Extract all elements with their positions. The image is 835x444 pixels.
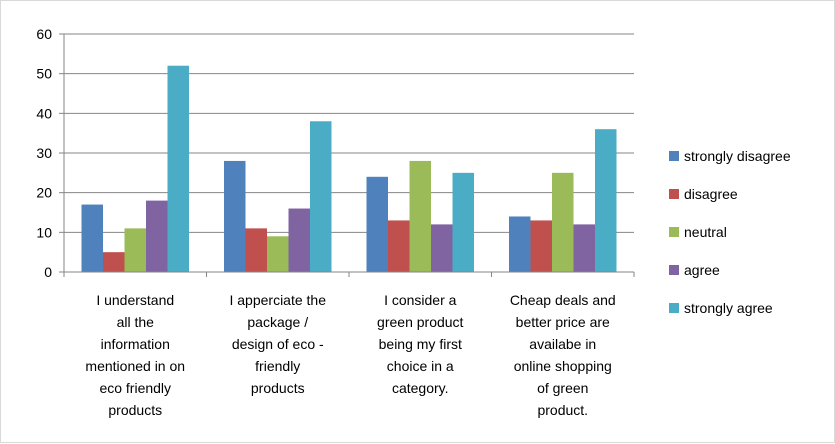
x-category-label-line: design of eco - (232, 336, 324, 352)
x-category-label-line: friendly (255, 358, 300, 374)
bar-strongly-agree-2 (310, 121, 332, 273)
x-category-label-line: products (108, 402, 162, 418)
x-category-label-line: mentioned in on (85, 358, 185, 374)
bar-neutral-3 (409, 160, 431, 272)
legend-label: agree (684, 262, 720, 278)
x-category-label-line: Cheap deals and (510, 292, 616, 308)
legend-label: disagree (684, 186, 738, 202)
legend-label: strongly agree (684, 300, 773, 316)
x-category-label-line: green product (377, 314, 464, 330)
x-category-label-line: being my first (379, 336, 462, 352)
bar-strongly-agree-1 (167, 65, 189, 272)
x-category-label-line: products (251, 380, 305, 396)
legend-label: strongly disagree (684, 148, 791, 164)
bar-disagree-1 (103, 252, 125, 272)
labels: 0 10 20 30 40 50 60 I understand all the informat… (36, 26, 615, 418)
y-tick-label: 60 (36, 26, 52, 42)
legend-swatch (669, 227, 679, 237)
x-category-label-line: availabe in (529, 336, 596, 352)
bar-agree-2 (288, 208, 310, 272)
y-tick-label: 40 (36, 105, 52, 121)
x-category-label: Cheap deals and better price are availabe … (510, 292, 616, 418)
bar-strongly-agree-4 (595, 129, 617, 272)
axes (59, 33, 635, 277)
bar-strongly-disagree-2 (224, 160, 246, 272)
x-category-label-line: choice in a (387, 358, 454, 374)
y-tick-label: 20 (36, 185, 52, 201)
bar-agree-3 (431, 224, 453, 272)
bars (81, 65, 617, 273)
bar-strongly-agree-3 (452, 172, 474, 272)
x-category-label-line: better price are (516, 314, 610, 330)
x-category-label-line: category. (392, 380, 449, 396)
x-category-label-line: eco friendly (99, 380, 171, 396)
x-category-label-line: product. (537, 402, 588, 418)
x-category-label: I apperciate the package / design of eco -… (229, 292, 326, 396)
bar-agree-4 (573, 224, 595, 272)
y-tick-label: 30 (36, 145, 52, 161)
x-category-label-line: online shopping (514, 358, 612, 374)
bar-neutral-1 (124, 228, 146, 272)
legend-label: neutral (684, 224, 727, 240)
x-category-label-line: I consider a (384, 292, 457, 308)
x-category-label-line: I understand (96, 292, 174, 308)
legend-swatch (669, 189, 679, 199)
x-category-label: I consider a green product being my first c… (377, 292, 464, 396)
bar-disagree-4 (530, 220, 552, 272)
bar-agree-1 (146, 200, 168, 272)
bar-neutral-4 (552, 172, 574, 272)
bar-strongly-disagree-1 (81, 204, 103, 272)
x-category-label-line: information (101, 336, 170, 352)
x-category-label-line: package / (247, 314, 308, 330)
bar-disagree-2 (245, 228, 267, 272)
legend-swatch (669, 151, 679, 161)
x-category-label: I understand all the information mentioned … (85, 292, 185, 418)
x-category-label-line: I apperciate the (229, 292, 326, 308)
legend: strongly disagree disagree neutral agree str… (669, 148, 791, 316)
legend-swatch (669, 265, 679, 275)
y-tick-label: 10 (36, 224, 52, 240)
bar-strongly-disagree-3 (366, 176, 388, 272)
y-tick-label: 50 (36, 66, 52, 82)
x-category-label-line: all the (117, 314, 155, 330)
x-category-label-line: of green (537, 380, 588, 396)
bar-disagree-3 (388, 220, 410, 272)
bar-strongly-disagree-4 (509, 216, 531, 272)
y-tick-label: 0 (44, 264, 52, 280)
legend-swatch (669, 303, 679, 313)
bar-neutral-2 (267, 236, 289, 272)
